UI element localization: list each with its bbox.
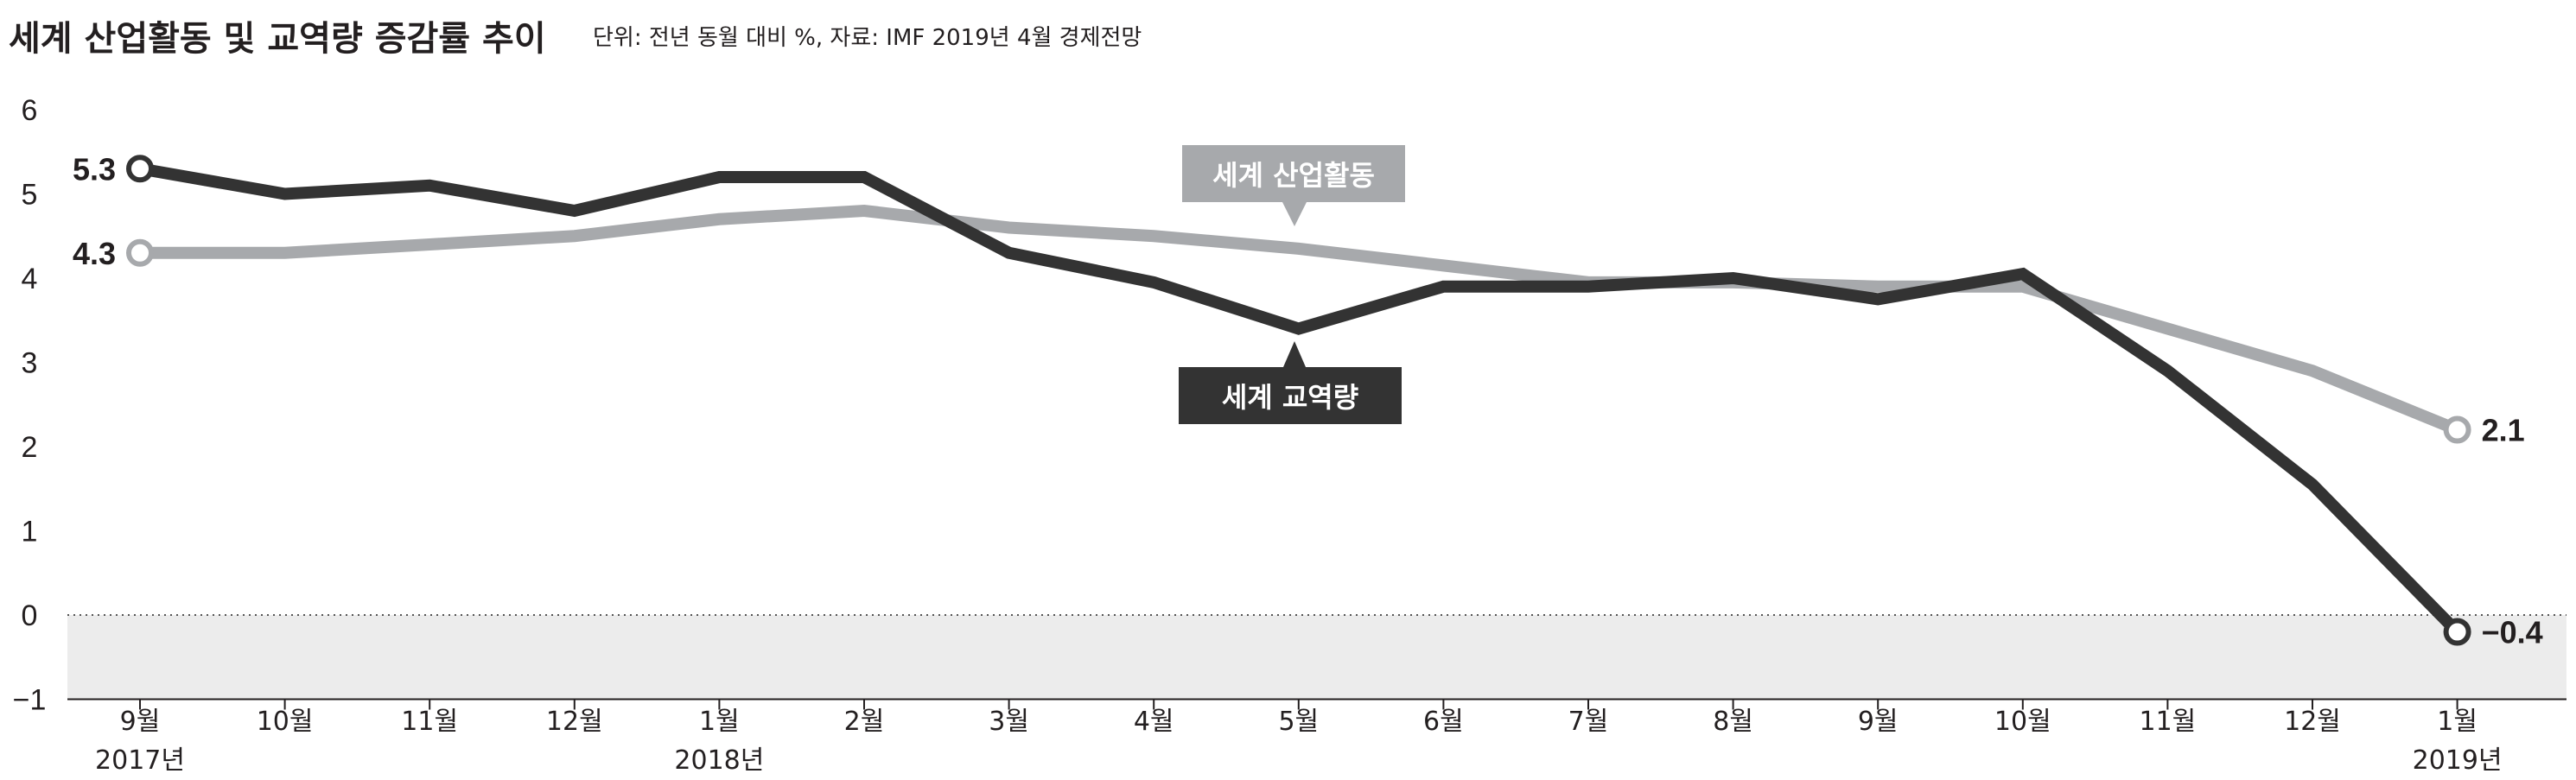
plot-area: 6 5 4 3 2 1 0 −1 9월 10월 11월 12월 1월 2월 3월 4월 5월 6월 7월 8월 9월 10… — [13, 94, 2566, 776]
trade-callout-pointer — [1283, 341, 1306, 367]
x-tick-label: 4월 — [1134, 707, 1174, 737]
x-tick-label: 1월 — [2437, 707, 2477, 737]
trade-endpoint-marker — [2443, 618, 2471, 646]
x-tick-label: 10월 — [257, 707, 314, 737]
industrial-end-label: 2.1 — [2482, 413, 2525, 448]
chart-title: 세계 산업활동 및 교역량 증감률 추이 — [9, 19, 546, 59]
year-label: 2017년 — [95, 745, 185, 776]
x-tick-label: 7월 — [1568, 707, 1609, 737]
x-tick-label: 11월 — [2140, 707, 2197, 737]
trade-series-line — [138, 162, 2462, 637]
x-tick-label: 6월 — [1423, 707, 1464, 737]
x-tick-label: 9월 — [1858, 707, 1899, 737]
y-tick-label: 0 — [22, 599, 38, 632]
negative-region — [67, 615, 2566, 700]
industrial-callout-pointer — [1282, 202, 1307, 226]
y-tick-label: 5 — [22, 179, 38, 212]
x-tick-label: 1월 — [699, 707, 740, 737]
trade-callout-box — [1179, 367, 1402, 424]
x-tick-label: 2월 — [844, 707, 885, 737]
x-tick-label: 9월 — [120, 707, 161, 737]
y-tick-label: 3 — [22, 347, 38, 380]
x-tick-label: 5월 — [1278, 707, 1319, 737]
y-tick-label: 1 — [22, 516, 38, 549]
x-tick-label: 11월 — [401, 707, 458, 737]
y-tick-label: 2 — [22, 431, 38, 464]
industrial-endpoint-marker — [126, 238, 154, 267]
x-tick-label: 12월 — [2284, 707, 2341, 737]
industrial-start-label: 4.3 — [73, 236, 116, 271]
trade-endpoint-marker — [126, 155, 154, 183]
industrial-callout-label: 세계 산업활동 — [1212, 159, 1375, 192]
year-label: 2018년 — [674, 745, 764, 776]
x-tick-label: 10월 — [1994, 707, 2051, 737]
industrial-callout-box — [1182, 145, 1405, 202]
y-tick-label: −1 — [13, 684, 47, 717]
x-tick-label: 3월 — [989, 707, 1029, 737]
chart-subtitle: 단위: 전년 동월 대비 %, 자료: IMF 2019년 4월 경제전망 — [593, 25, 1142, 51]
trade-end-label: −0.4 — [2482, 615, 2543, 650]
trade-start-label: 5.3 — [73, 151, 116, 187]
y-tick-label: 6 — [22, 94, 38, 127]
x-tick-label: 8월 — [1713, 707, 1753, 737]
industrial-endpoint-marker — [2443, 415, 2471, 444]
y-tick-label: 4 — [22, 263, 38, 295]
trade-callout-label: 세계 교역량 — [1222, 381, 1358, 414]
x-tick-label: 12월 — [546, 707, 603, 737]
year-label: 2019년 — [2413, 745, 2503, 776]
